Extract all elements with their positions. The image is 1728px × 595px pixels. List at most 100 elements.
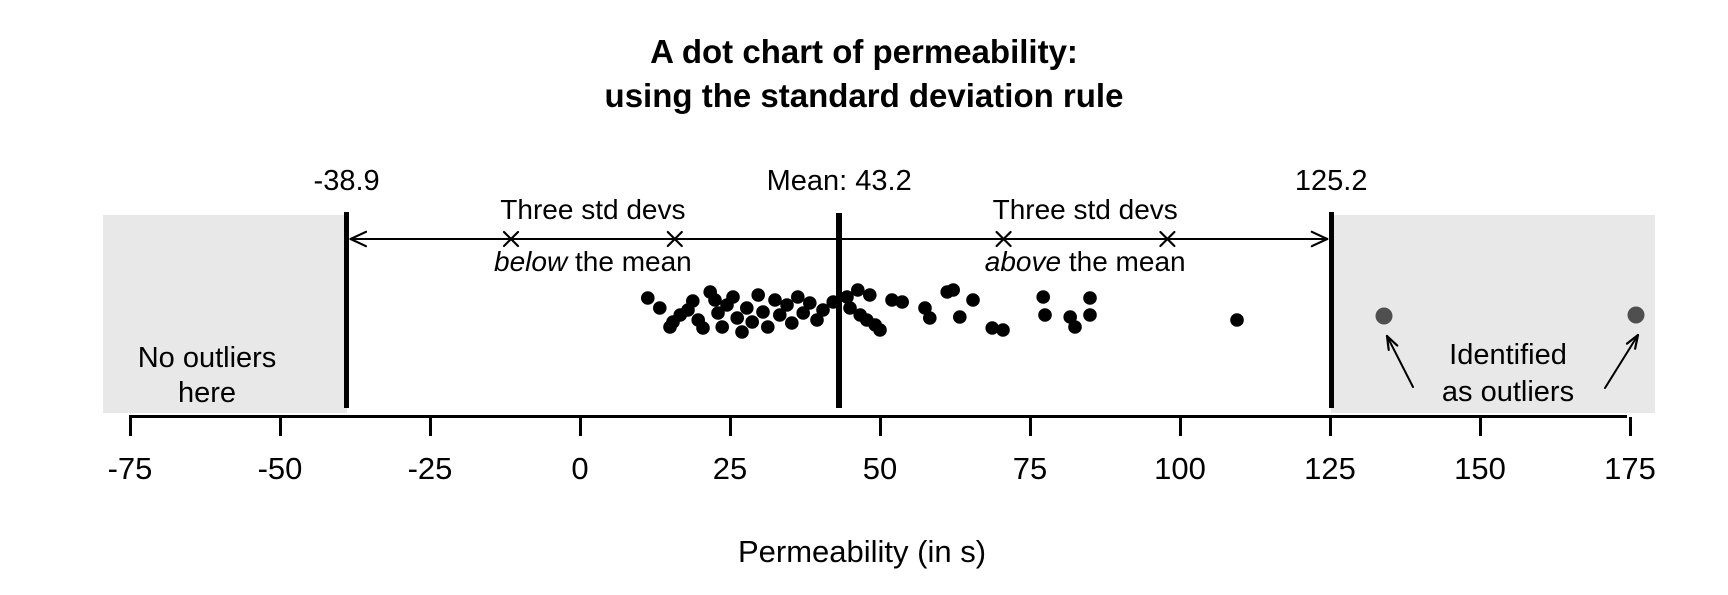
data-dot xyxy=(796,306,810,320)
data-dot xyxy=(885,293,899,307)
data-dot xyxy=(735,325,749,339)
data-dot xyxy=(791,290,805,304)
data-dot xyxy=(843,301,857,315)
x-axis-line xyxy=(129,415,1627,418)
axis-tick-label: 0 xyxy=(571,451,589,486)
chart-title-line1: A dot chart of permeability: xyxy=(650,33,1078,70)
span-arrowhead-left xyxy=(349,237,368,248)
outlier-pointer-arrowhead xyxy=(1634,333,1640,350)
axis-tick-mark xyxy=(728,417,732,436)
std-dev-x-mark xyxy=(995,230,1012,248)
chart-title: A dot chart of permeability: using the s… xyxy=(605,30,1124,118)
data-dot xyxy=(696,321,710,335)
no-outliers-caption: No outliers here xyxy=(138,341,277,411)
left-band-caption-line1: Three std devs xyxy=(500,194,686,225)
left-band-caption-line2: below the mean xyxy=(494,246,692,278)
x-axis-title: Permeability (in s) xyxy=(737,534,987,569)
data-dot xyxy=(1083,308,1097,322)
data-dot xyxy=(745,315,759,329)
span-arrowhead-left xyxy=(349,230,368,241)
data-dot xyxy=(816,303,830,317)
lower-bound-label: -38.9 xyxy=(313,165,380,197)
axis-tick-label: 100 xyxy=(1154,451,1206,486)
no-outliers-line1: No outliers xyxy=(137,342,277,374)
data-dot xyxy=(1083,291,1097,305)
data-dot xyxy=(1038,308,1052,322)
identified-outliers-caption: Identified as outliers xyxy=(1442,337,1574,411)
span-arrowhead-right xyxy=(1310,230,1329,241)
axis-tick-label: -75 xyxy=(107,451,153,486)
right-band-emph: above xyxy=(984,246,1062,277)
axis-tick-mark xyxy=(578,417,582,436)
data-dot xyxy=(740,301,754,315)
axis-tick-mark xyxy=(1178,417,1182,436)
data-dot xyxy=(840,290,854,304)
data-dot xyxy=(996,323,1010,337)
right-band-rest: the mean xyxy=(1061,246,1186,277)
right-band-caption-line2: above the mean xyxy=(985,246,1186,278)
chart-title-line2: using the standard deviation rule xyxy=(604,77,1124,114)
data-dot xyxy=(873,323,887,337)
data-dot xyxy=(946,283,960,297)
right-band-caption-line1: Three std devs xyxy=(992,194,1178,225)
left-band-emph: below xyxy=(494,246,568,277)
axis-tick-label: 25 xyxy=(712,451,748,486)
data-dot xyxy=(863,288,877,302)
mean-line xyxy=(836,213,843,408)
mean-label: Mean: 43.2 xyxy=(766,165,912,197)
identified-line1: Identified xyxy=(1449,339,1567,371)
data-dot xyxy=(1230,313,1244,327)
data-dot xyxy=(851,283,865,297)
data-dot xyxy=(985,321,999,335)
outlier-dot xyxy=(1627,306,1645,324)
span-arrowhead-right xyxy=(1310,237,1329,248)
upper-bound-line xyxy=(1328,212,1334,408)
outlier-pointer-arrowhead xyxy=(1385,334,1390,351)
no-outliers-line2: here xyxy=(177,377,237,409)
axis-tick-mark xyxy=(1628,417,1632,436)
data-dot xyxy=(761,320,775,334)
left-band-rest: the mean xyxy=(567,246,692,277)
axis-tick-label: -50 xyxy=(257,451,303,486)
axis-tick-label: -25 xyxy=(407,451,453,486)
axis-tick-mark xyxy=(1478,417,1482,436)
outlier-pointer-arrow xyxy=(1604,334,1639,389)
axis-tick-label: 175 xyxy=(1604,451,1656,486)
data-dot xyxy=(641,291,655,305)
axis-tick-label: 150 xyxy=(1454,451,1506,486)
data-dot xyxy=(726,290,740,304)
left-outlier-shade-region xyxy=(103,215,347,413)
data-dot xyxy=(711,306,725,320)
data-dot xyxy=(730,311,744,325)
data-dot xyxy=(708,293,722,307)
axis-tick-label: 125 xyxy=(1304,451,1356,486)
axis-tick-label: 50 xyxy=(862,451,898,486)
data-dot xyxy=(751,288,765,302)
data-dot xyxy=(715,320,729,334)
outlier-pointer-arrowhead xyxy=(1625,333,1640,345)
data-dot xyxy=(1068,320,1082,334)
axis-tick-mark xyxy=(128,417,132,436)
data-dot xyxy=(653,301,667,315)
data-dot xyxy=(803,296,817,310)
axis-tick-mark xyxy=(428,417,432,436)
data-dot xyxy=(780,298,794,312)
data-dot xyxy=(768,293,782,307)
data-dot xyxy=(773,308,787,322)
data-dot xyxy=(1036,290,1050,304)
upper-bound-label: 125.2 xyxy=(1294,165,1368,197)
std-dev-x-mark xyxy=(666,230,683,248)
axis-tick-mark xyxy=(278,417,282,436)
outlier-pointer-arrowhead xyxy=(1385,334,1399,347)
data-dot xyxy=(756,305,770,319)
outlier-pointer-arrow xyxy=(1386,335,1414,388)
data-dot xyxy=(923,311,937,325)
axis-tick-label: 75 xyxy=(1012,451,1048,486)
axis-tick-mark xyxy=(1328,417,1332,436)
data-dot xyxy=(785,316,799,330)
identified-line2: as outliers xyxy=(1441,376,1575,408)
data-dot xyxy=(686,294,700,308)
outlier-dot xyxy=(1375,307,1393,325)
